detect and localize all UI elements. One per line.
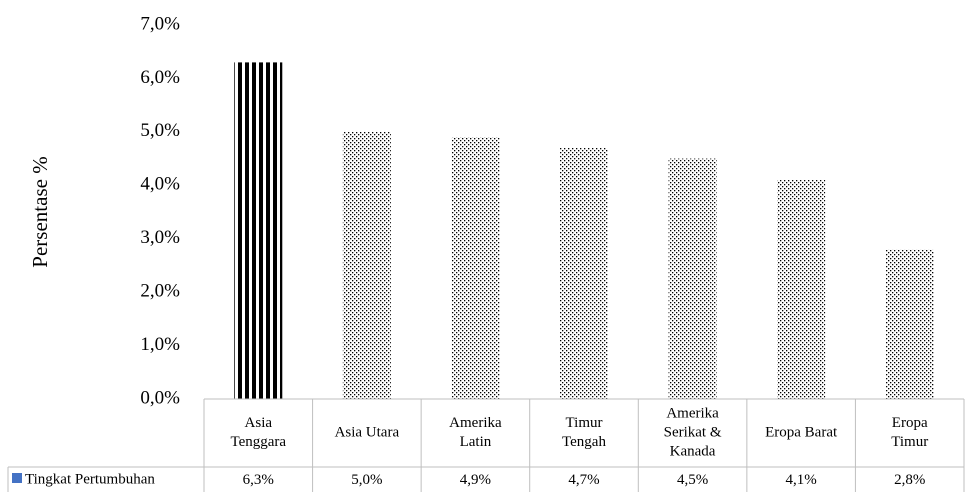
category-label: Eropa Barat	[765, 424, 838, 440]
category-label: Serikat &	[664, 424, 722, 440]
legend-marker	[12, 473, 22, 483]
category-label: Tengah	[562, 434, 606, 450]
y-tick-label: 5,0%	[140, 120, 180, 141]
category-label: Timur	[566, 415, 603, 431]
bar-5	[777, 179, 826, 399]
bar-6	[885, 249, 934, 399]
category-label: Amerika	[666, 405, 719, 421]
series-name-label: Tingkat Pertumbuhan	[25, 471, 155, 487]
category-label: Amerika	[449, 415, 502, 431]
data-value-label: 6,3%	[243, 472, 274, 488]
y-tick-label: 3,0%	[140, 227, 180, 248]
y-tick-label: 7,0%	[140, 13, 180, 34]
y-tick-label: 4,0%	[140, 174, 180, 195]
bar-0	[234, 62, 283, 400]
category-label: Kanada	[670, 443, 716, 459]
bar-3	[560, 147, 608, 399]
data-value-label: 4,1%	[786, 472, 817, 488]
bar-4	[668, 158, 717, 399]
y-axis-ticks: 0,0% 1,0% 2,0% 3,0% 4,0% 5,0% 6,0% 7,0%	[140, 13, 180, 408]
y-tick-label: 6,0%	[140, 67, 180, 88]
data-value-label: 5,0%	[351, 472, 382, 488]
category-label: Tenggara	[230, 434, 286, 450]
data-value-label: 2,8%	[894, 472, 925, 488]
bar-1	[342, 131, 391, 399]
data-value-label: 4,5%	[677, 472, 708, 488]
y-tick-label: 1,0%	[140, 334, 180, 355]
bar-2	[451, 137, 500, 399]
category-label: Latin	[460, 434, 492, 450]
bars-group	[234, 62, 934, 400]
y-tick-label: 0,0%	[140, 387, 180, 408]
data-table: Asia Tenggara Asia Utara Amerika Latin Timur T…	[7, 398, 965, 492]
y-tick-label: 2,0%	[140, 281, 180, 302]
category-label: Timur	[891, 434, 928, 450]
category-label: Eropa	[892, 415, 928, 431]
category-label: Asia	[245, 415, 273, 431]
category-label: Asia Utara	[335, 424, 400, 440]
data-value-label: 4,7%	[568, 472, 599, 488]
y-axis-title: Persentase %	[28, 156, 52, 267]
data-value-label: 4,9%	[460, 472, 491, 488]
